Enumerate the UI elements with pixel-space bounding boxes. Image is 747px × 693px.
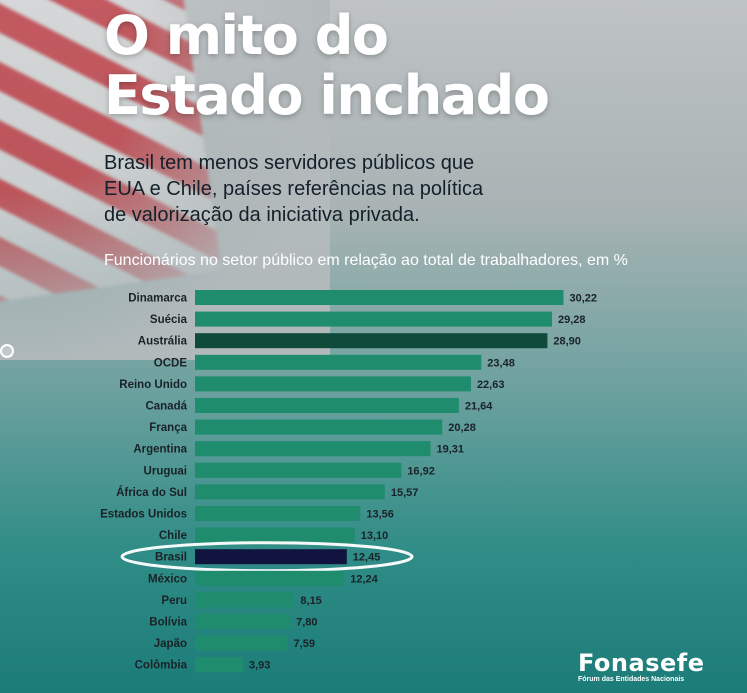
logo-name: Fonasefe <box>578 649 705 677</box>
bar-japao <box>195 635 288 651</box>
category-label-reino-unido: Reino Unido <box>119 379 187 391</box>
bar-colombia <box>195 657 243 673</box>
chart-title: Funcionários no setor público em relação… <box>104 252 628 269</box>
bar-dinamarca <box>195 290 564 305</box>
title-line-2: Estado inchado <box>104 64 550 127</box>
title-line-1: O mito do <box>104 4 389 67</box>
subtitle-line-1: Brasil tem menos servidores públicos que <box>104 152 475 174</box>
subtitle-line-2: EUA e Chile, países referências na polít… <box>104 178 484 200</box>
bar-estados-unidos <box>195 506 361 521</box>
bar-argentina <box>195 441 431 457</box>
category-label-dinamarca: Dinamarca <box>128 293 187 305</box>
category-label-bolivia: Bolívia <box>149 617 187 629</box>
bar-australia <box>195 333 548 349</box>
value-label-dinamarca: 30,22 <box>569 293 597 305</box>
category-label-chile: Chile <box>159 530 187 542</box>
value-label-peru: 8,15 <box>300 595 321 607</box>
category-label-franca: França <box>149 422 187 434</box>
logo-tagline: Fórum das Entidades Nacionais <box>578 676 685 683</box>
category-label-ocde: OCDE <box>154 357 188 369</box>
value-label-argentina: 19,31 <box>436 444 464 456</box>
bar-brasil <box>195 549 347 565</box>
bar-bolivia <box>195 614 291 629</box>
category-label-australia: Austrália <box>138 336 188 348</box>
bar-mexico <box>195 570 345 586</box>
subtitle-line-3: de valorização da iniciativa privada. <box>104 204 420 226</box>
category-label-argentina: Argentina <box>133 444 187 456</box>
value-label-uruguai: 16,92 <box>407 465 435 477</box>
value-label-colombia: 3,93 <box>249 660 270 672</box>
value-label-canada: 21,64 <box>465 401 493 413</box>
category-label-mexico: México <box>148 573 187 585</box>
value-label-brasil: 12,45 <box>353 552 381 564</box>
category-label-africa-do-sul: África do Sul <box>116 486 187 499</box>
bar-africa-do-sul <box>195 484 385 500</box>
brazil-highlight-ring <box>120 541 414 573</box>
value-label-ocde: 23,48 <box>487 357 515 369</box>
fonasefe-logo: Fonasefe Fórum das Entidades Nacionais <box>578 650 743 684</box>
page-title: O mito do Estado inchado <box>104 4 550 127</box>
category-label-suecia: Suécia <box>150 314 188 326</box>
category-label-canada: Canadá <box>145 401 187 413</box>
bar-franca <box>195 419 443 435</box>
value-label-estados-unidos: 13,56 <box>366 509 394 521</box>
bar-uruguai <box>195 462 402 478</box>
bar-peru <box>195 592 295 608</box>
category-label-japao: Japão <box>154 638 187 650</box>
value-label-suecia: 29,28 <box>558 314 586 326</box>
value-label-reino-unido: 22,63 <box>477 379 505 391</box>
value-label-japao: 7,59 <box>294 638 315 650</box>
subtitle: Brasil tem menos servidores públicos que… <box>104 150 574 228</box>
category-label-peru: Peru <box>161 595 187 607</box>
value-label-franca: 20,28 <box>448 422 476 434</box>
value-label-bolivia: 7,80 <box>296 617 317 629</box>
carousel-indicator[interactable] <box>0 344 14 358</box>
bar-reino-unido <box>195 376 471 392</box>
bar-canada <box>195 398 459 413</box>
category-label-colombia: Colômbia <box>135 660 188 672</box>
value-label-mexico: 12,24 <box>350 573 378 585</box>
category-label-brasil: Brasil <box>155 552 187 564</box>
value-label-chile: 13,10 <box>361 530 389 542</box>
category-label-uruguai: Uruguai <box>144 465 187 477</box>
bar-ocde <box>195 354 482 370</box>
value-label-australia: 28,90 <box>553 336 581 348</box>
value-label-africa-do-sul: 15,57 <box>391 487 419 499</box>
bar-chile <box>195 527 355 543</box>
bar-suecia <box>195 311 553 327</box>
category-label-estados-unidos: Estados Unidos <box>100 509 187 521</box>
